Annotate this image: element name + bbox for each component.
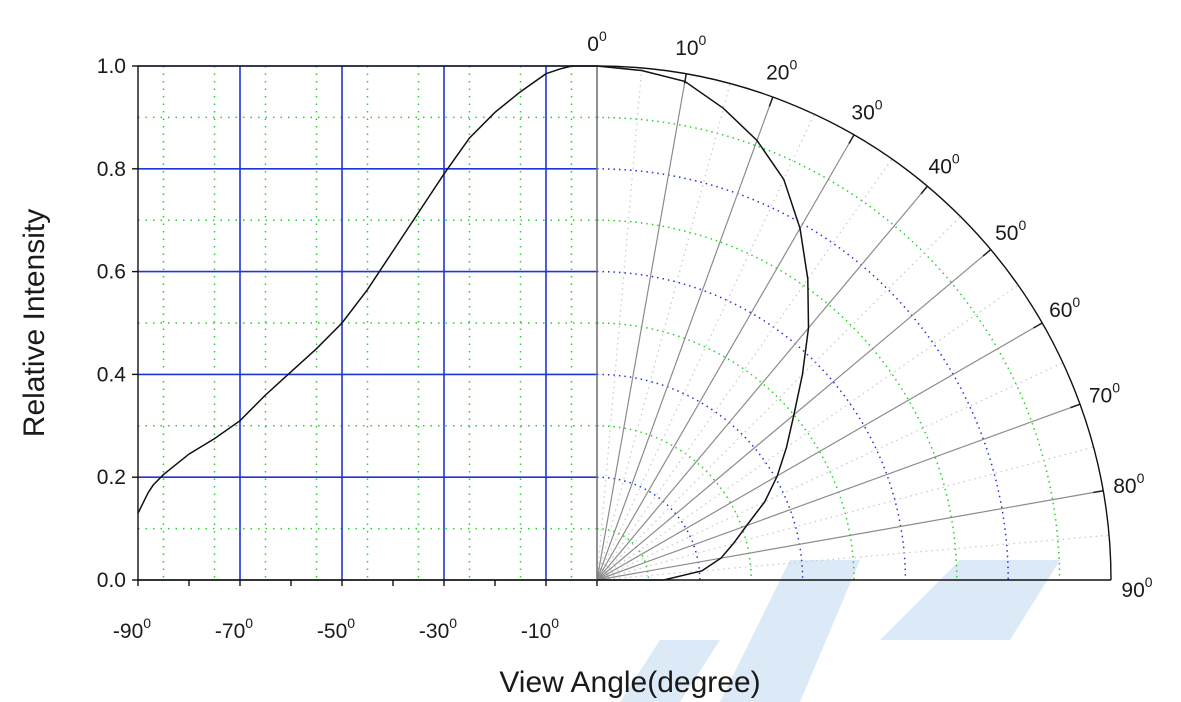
watermark-shape [880,560,1060,640]
y-tick-label: 0.4 [97,363,127,386]
y-tick-label: 0.8 [97,158,126,181]
polar-spoke [596,96,774,581]
polar-angle-label: 400 [929,150,960,178]
polar-grid [596,67,1110,581]
y-axis-label: Relative Intensity [18,209,51,437]
polar-spoke [596,322,1043,581]
polar-tick [982,249,992,257]
polar-spoke [596,73,687,581]
y-tick-label: 0.0 [97,569,126,592]
polar-angle-label: 300 [851,96,882,124]
intensity-curve [137,65,597,514]
x-tick-label: -500 [317,615,355,643]
cartesian-grid [138,65,597,580]
polar-minor-spoke [596,362,1064,581]
watermark-shape [620,640,720,702]
intensity-curves [137,65,810,581]
polar-intensity-curve [596,65,810,581]
polar-spoke [596,185,928,581]
y-tick-labels: 0.0 0.2 0.4 0.6 0.8 1.0 [97,55,127,592]
y-tick-label: 1.0 [97,55,126,78]
polar-tick [1070,403,1081,409]
x-tick-labels: -900 -700 -500 -300 -100 [113,615,559,643]
x-tick-label: -700 [215,615,253,643]
polar-angle-labels: 00 100 200 300 400 500 600 700 800 900 [587,28,1153,602]
polar-ring [596,219,958,581]
polar-outer-arc [596,65,1112,581]
polar-spoke [596,490,1104,581]
polar-tick [920,185,928,195]
axes-frame [132,65,1112,586]
polar-angle-label: 800 [1113,470,1144,498]
y-tick-label: 0.6 [97,261,126,284]
polar-angle-label: 700 [1089,379,1120,407]
polar-tick [768,96,774,107]
polar-tick [848,134,855,144]
x-axis-label: View Angle(degree) [499,666,760,699]
polar-spoke [596,134,855,581]
polar-tick [1093,490,1104,494]
polar-angle-label: 500 [995,217,1026,245]
polar-angle-label: 100 [675,32,706,60]
y-tick-label: 0.2 [97,466,126,489]
x-tick-label: -100 [521,615,559,643]
polar-angle-label: 900 [1121,574,1152,602]
x-tick-label: -900 [113,615,151,643]
polar-tick [1033,322,1043,329]
polar-angle-label: 00 [587,28,607,56]
x-tick-label: -300 [419,615,457,643]
polar-angle-label: 200 [766,57,797,85]
polar-angle-label: 600 [1049,294,1080,322]
polar-spoke [596,403,1081,581]
watermark-shape [720,560,860,702]
